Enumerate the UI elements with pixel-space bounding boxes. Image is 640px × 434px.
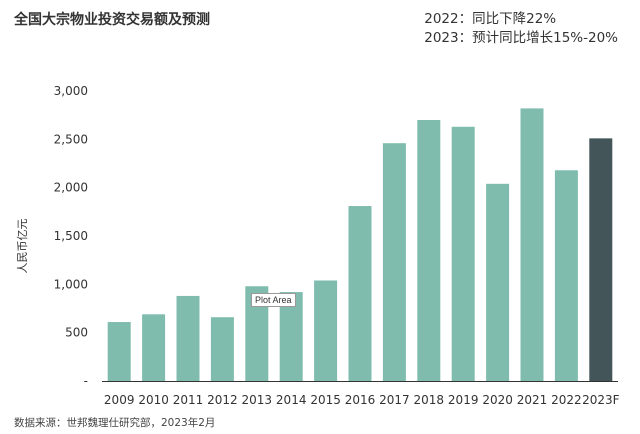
bar-2013 [245, 286, 269, 381]
bar-2009 [107, 322, 131, 381]
annotation-box: 2022：同比下降22% 2023：预计同比增长15%-20% [424, 10, 618, 48]
bar-2021 [520, 108, 544, 382]
bar-2011 [176, 295, 200, 381]
y-tick-label: 3,000 [54, 84, 88, 98]
bar-2023F [589, 138, 613, 381]
x-tick-label: 2014 [276, 393, 307, 407]
x-tick-label: 2022 [551, 393, 582, 407]
bar-2014 [279, 292, 303, 381]
y-tick-label: 2,000 [54, 181, 88, 195]
x-tick-label: 2013 [242, 393, 273, 407]
bar-2022 [554, 170, 578, 381]
x-tick-label: 2012 [207, 393, 238, 407]
bar-2018 [417, 120, 441, 381]
annotation-2022: 2022：同比下降22% [424, 11, 557, 27]
bar-2015 [314, 280, 338, 381]
bar-2019 [451, 126, 475, 382]
x-tick-label: 2010 [138, 393, 169, 407]
bar-2012 [210, 317, 234, 381]
x-tick-label: 2019 [448, 393, 479, 407]
bar-2017 [382, 143, 406, 381]
bar-2016 [348, 206, 372, 381]
x-tick-label: 2020 [482, 393, 513, 407]
plot-area-tooltip: Plot Area [251, 293, 296, 307]
chart-title: 全国大宗物业投资交易额及预测 [14, 12, 210, 28]
x-tick-label: 2017 [379, 393, 410, 407]
x-tick-label: 2009 [104, 393, 135, 407]
x-tick-label: 2023F [582, 393, 620, 407]
y-tick-label: 1,000 [54, 277, 88, 291]
bar-2010 [142, 314, 166, 381]
x-tick-label: 2015 [310, 393, 341, 407]
y-tick-label: 500 [65, 326, 88, 340]
y-tick-label: - [84, 374, 88, 388]
source-note: 数据来源：世邦魏理仕研究部，2023年2月 [14, 417, 216, 429]
annotation-2023: 2023：预计同比增长15%-20% [424, 30, 618, 46]
x-tick-label: 2021 [517, 393, 548, 407]
y-tick-label: 1,500 [54, 229, 88, 243]
y-tick-label: 2,500 [54, 132, 88, 146]
x-tick-label: 2016 [345, 393, 376, 407]
bar-2020 [486, 183, 510, 381]
x-tick-label: 2018 [414, 393, 445, 407]
x-tick-label: 2011 [173, 393, 204, 407]
